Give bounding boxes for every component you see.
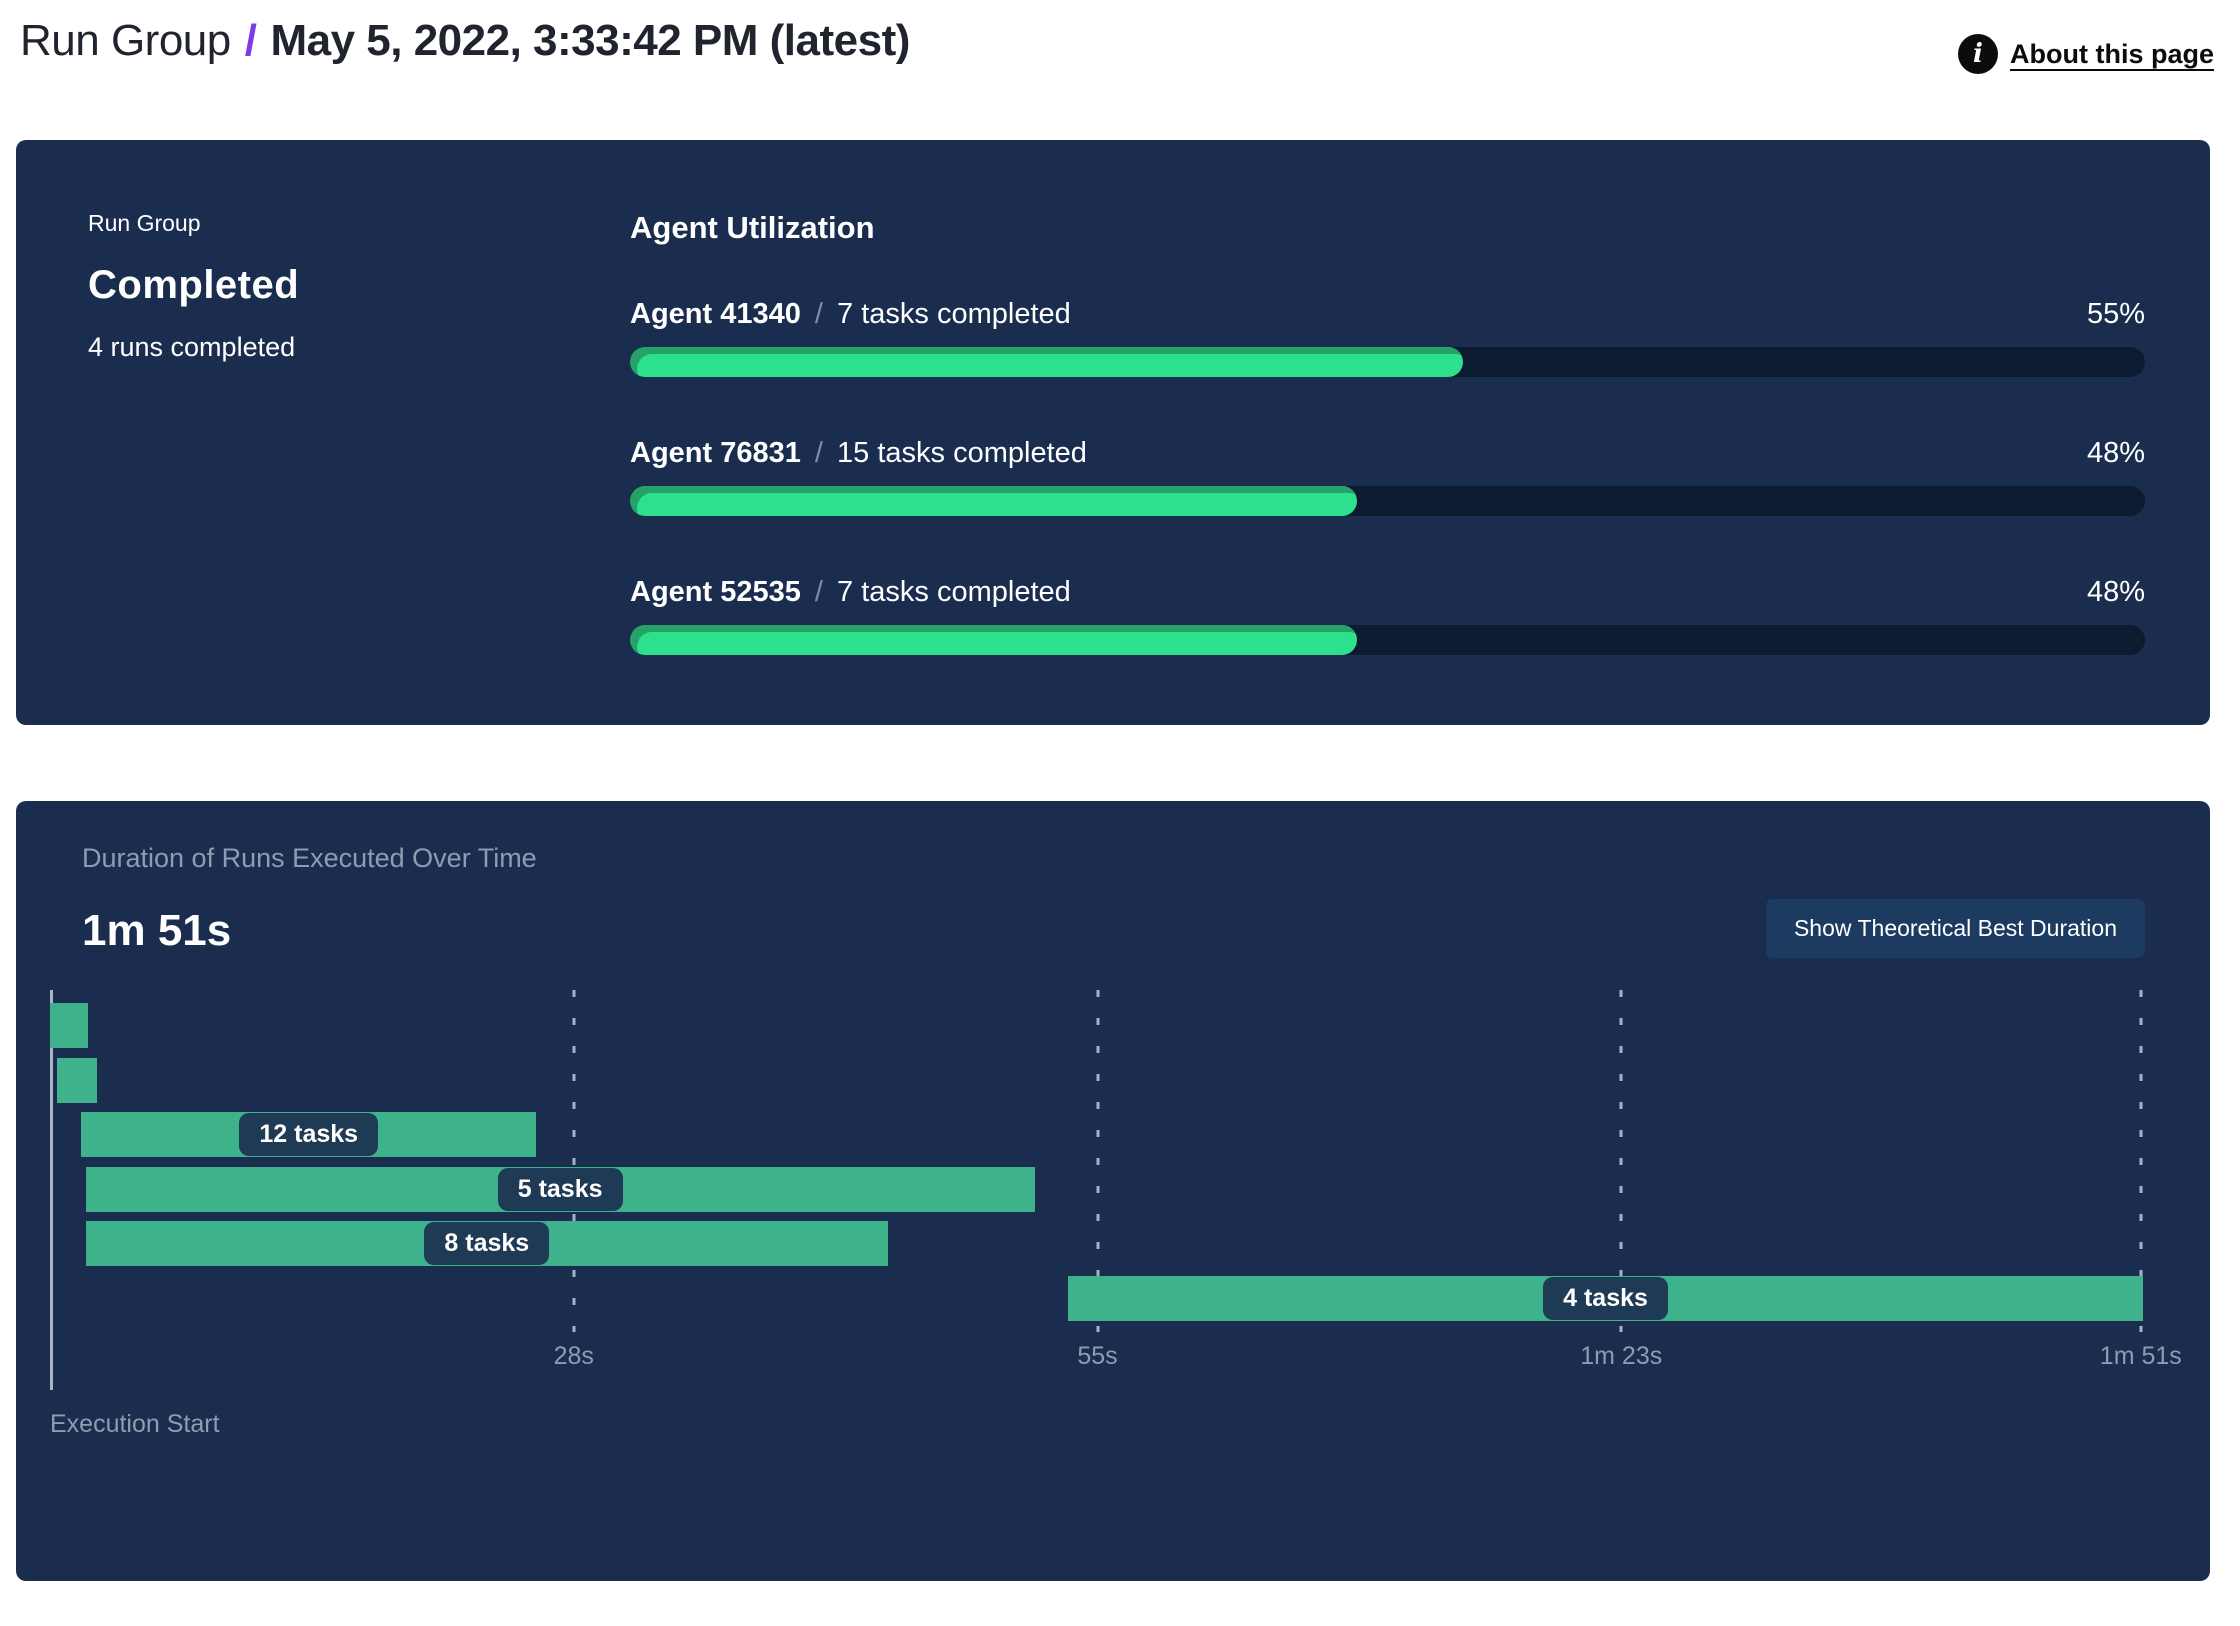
agent-utilization-percent: 55%: [2086, 298, 2145, 330]
status-label: Run Group: [88, 210, 201, 236]
run-duration-bar[interactable]: [57, 1058, 98, 1103]
total-duration-value: 1m 51s: [82, 906, 232, 955]
task-count-chip: 5 tasks: [497, 1168, 623, 1211]
run-group-summary-panel: Run Group Completed 4 runs completed Age…: [16, 140, 2210, 725]
agent-progress-track: [630, 486, 2145, 516]
agent-label: Agent 52535 / 7 tasks completed: [630, 576, 1071, 609]
gantt-plot: 28s 55s 1m 23s 1m 51s 12 tasks 5 tasks 8 tasks…: [50, 990, 2182, 1390]
agent-progress-fill: [630, 347, 1464, 377]
agent-utilization-heading: Agent Utilization: [630, 210, 875, 245]
run-duration-bar[interactable]: 4 tasks: [1068, 1276, 2143, 1321]
breadcrumb[interactable]: Run Group: [20, 16, 231, 65]
agent-progress-track: [630, 347, 2145, 377]
axis-gridline: [572, 990, 576, 1332]
duration-chart-panel: Duration of Runs Executed Over Time 1m 5…: [16, 801, 2210, 1581]
show-theoretical-best-duration-button[interactable]: Show Theoretical Best Duration: [1765, 899, 2145, 958]
agent-name: Agent 41340: [630, 298, 801, 330]
agent-name: Agent 76831: [630, 437, 801, 469]
about-link-label: About this page: [2010, 38, 2214, 69]
agent-tasks-completed: 15 tasks completed: [837, 437, 1087, 469]
task-count-chip: 12 tasks: [239, 1113, 379, 1156]
agent-name: Agent 52535: [630, 576, 801, 608]
agent-label-separator: /: [814, 298, 823, 330]
agent-progress-fill: [630, 486, 1358, 516]
agent-utilization-row: Agent 52535 / 7 tasks completed 48%: [630, 576, 2145, 655]
agent-label: Agent 41340 / 7 tasks completed: [630, 298, 1071, 331]
agent-progress-fill: [630, 625, 1358, 655]
execution-start-label: Execution Start: [50, 1410, 220, 1438]
axis-tick-label: 28s: [553, 1342, 594, 1370]
agent-label: Agent 76831 / 15 tasks completed: [630, 437, 1087, 470]
agent-label-separator: /: [814, 576, 823, 608]
run-duration-bar[interactable]: 12 tasks: [81, 1112, 537, 1157]
run-duration-bar[interactable]: 5 tasks: [85, 1167, 1035, 1212]
agent-utilization-percent: 48%: [2086, 437, 2145, 469]
info-icon: i: [1958, 34, 1998, 74]
agent-utilization-section: Agent Utilization Agent 41340 / 7 tasks …: [630, 210, 2145, 655]
axis-gridline: [1619, 990, 1623, 1332]
agent-utilization-row: Agent 76831 / 15 tasks completed 48%: [630, 437, 2145, 516]
agent-utilization-row: Agent 41340 / 7 tasks completed 55%: [630, 298, 2145, 377]
run-duration-bar[interactable]: [50, 1003, 88, 1048]
duration-chart-title: Duration of Runs Executed Over Time: [82, 843, 537, 873]
run-duration-bar[interactable]: 8 tasks: [85, 1221, 888, 1266]
axis-gridline: [1096, 990, 1099, 1332]
axis-tick-label: 1m 51s: [2099, 1342, 2182, 1370]
agent-label-separator: /: [814, 437, 823, 469]
run-group-status: Run Group Completed 4 runs completed: [88, 210, 630, 655]
execution-start-axis-line: [50, 990, 53, 1390]
agent-progress-track: [630, 625, 2145, 655]
page-title: Run Group / May 5, 2022, 3:33:42 PM (lat…: [20, 16, 910, 66]
about-this-page-link[interactable]: i About this page: [1958, 34, 2214, 74]
axis-tick-label: 55s: [1077, 1342, 1118, 1370]
task-count-chip: 4 tasks: [1543, 1277, 1668, 1320]
runs-completed-summary: 4 runs completed: [88, 332, 296, 362]
status-value: Completed: [88, 263, 300, 307]
agent-utilization-percent: 48%: [2086, 576, 2145, 608]
agent-tasks-completed: 7 tasks completed: [837, 298, 1071, 330]
breadcrumb-separator: /: [244, 16, 257, 65]
axis-gridline: [2139, 990, 2143, 1332]
task-count-chip: 8 tasks: [424, 1222, 550, 1265]
page-header: Run Group / May 5, 2022, 3:33:42 PM (lat…: [0, 0, 2240, 74]
axis-tick-label: 1m 23s: [1580, 1342, 1663, 1370]
agent-tasks-completed: 7 tasks completed: [837, 576, 1071, 608]
run-group-date-title: May 5, 2022, 3:33:42 PM (latest): [270, 16, 910, 65]
